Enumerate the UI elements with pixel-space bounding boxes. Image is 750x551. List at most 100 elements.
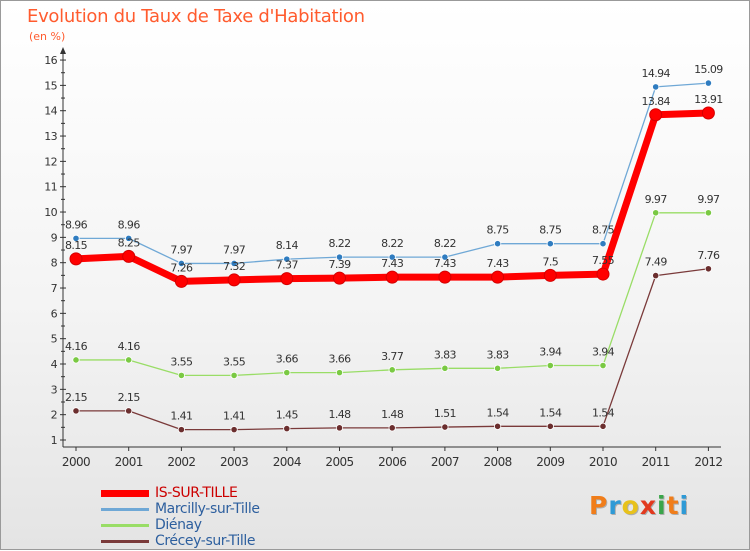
data-point: [333, 271, 346, 285]
data-point: [441, 364, 449, 372]
y-tick-label: 10: [44, 206, 57, 219]
y-tick-label: 12: [44, 155, 57, 168]
x-tick-label: 2012: [694, 455, 722, 469]
legend-swatch: [101, 507, 149, 511]
data-point: [493, 422, 502, 430]
x-tick-label: 2003: [220, 455, 248, 469]
data-label: 7.5: [542, 255, 558, 268]
data-label: 1.41: [223, 410, 245, 423]
data-label: 3.83: [487, 348, 510, 361]
data-point: [493, 364, 502, 372]
data-point: [596, 267, 610, 281]
proxiti-logo: Proxiti: [589, 491, 701, 525]
data-point: [280, 272, 294, 286]
logo-letter: P: [589, 491, 609, 520]
y-tick-label: 11: [44, 181, 57, 194]
data-label: 7.97: [223, 243, 246, 256]
data-label: 8.25: [118, 236, 141, 249]
data-point: [72, 234, 80, 242]
data-label: 1.54: [539, 406, 562, 419]
data-point: [704, 79, 713, 87]
data-label: 7.43: [381, 257, 404, 270]
y-tick-label: 8: [51, 257, 58, 270]
data-label: 7.39: [328, 258, 351, 271]
data-point: [441, 423, 449, 431]
data-label: 1.48: [328, 408, 351, 421]
legend-item: IS-SUR-TILLE: [101, 485, 341, 501]
data-point: [493, 240, 502, 248]
y-tick-label: 7: [51, 282, 58, 295]
y-tick-label: 1: [51, 434, 57, 447]
logo-letter: o: [621, 491, 640, 520]
data-point: [125, 407, 133, 415]
y-tick-label: 9: [51, 231, 58, 244]
data-label: 7.43: [487, 257, 510, 270]
x-tick-label: 2011: [642, 455, 670, 469]
data-point: [283, 425, 291, 433]
data-point: [125, 234, 133, 242]
y-tick-label: 13: [44, 130, 57, 143]
data-label: 13.84: [641, 95, 670, 108]
data-point: [230, 259, 238, 268]
data-label: 15.09: [694, 63, 723, 76]
data-point: [704, 265, 713, 273]
data-label: 8.22: [328, 237, 350, 250]
x-tick-label: 2007: [431, 455, 459, 469]
data-point: [72, 407, 80, 415]
data-label: 1.51: [434, 407, 456, 420]
data-point: [122, 249, 136, 263]
data-point: [546, 240, 554, 248]
data-point: [599, 361, 607, 370]
data-point: [652, 83, 660, 91]
data-label: 3.66: [276, 353, 299, 366]
y-tick-label: 16: [44, 54, 57, 67]
legend-item: Marcilly-sur-Tille: [101, 501, 341, 517]
y-tick-label: 2: [51, 409, 57, 422]
legend-swatch: [101, 539, 149, 543]
data-point: [72, 356, 80, 364]
data-point: [649, 108, 663, 122]
data-label: 7.32: [223, 260, 245, 273]
data-label: 3.83: [434, 348, 457, 361]
data-point: [491, 270, 505, 284]
x-tick-label: 2005: [325, 455, 353, 469]
data-label: 1.41: [170, 410, 192, 423]
data-label: 2.15: [65, 391, 88, 404]
data-label: 14.94: [641, 67, 670, 80]
x-tick-label: 2000: [62, 455, 90, 469]
data-label: 8.75: [592, 224, 615, 237]
data-point: [335, 253, 344, 261]
data-point: [543, 268, 557, 282]
data-point: [230, 371, 238, 380]
legend-item: Diénay: [101, 517, 341, 533]
x-tick-label: 2004: [273, 455, 301, 469]
data-point: [441, 253, 449, 261]
data-label: 4.16: [118, 340, 141, 353]
data-point: [227, 273, 241, 287]
y-tick-label: 5: [51, 333, 58, 346]
legend-item: Crécey-sur-Tille: [101, 533, 341, 549]
y-axis-arrow: [60, 47, 66, 54]
data-label: 3.94: [539, 346, 562, 359]
data-label: 7.97: [170, 243, 193, 256]
data-point: [546, 422, 554, 430]
data-label: 3.55: [170, 355, 193, 368]
data-label: 8.22: [434, 237, 456, 250]
y-tick-label: 6: [51, 307, 58, 320]
data-label: 8.15: [65, 239, 88, 252]
x-tick-label: 2001: [115, 455, 143, 469]
data-label: 7.55: [592, 254, 615, 267]
chart-legend: IS-SUR-TILLE Marcilly-sur-Tille Diénay Créc…: [101, 485, 341, 549]
data-point: [599, 422, 607, 430]
data-label: 8.75: [539, 224, 562, 237]
data-label: 8.96: [118, 218, 141, 231]
logo-letter: i: [679, 491, 690, 520]
data-point: [438, 270, 452, 284]
x-tick-label: 2006: [378, 455, 406, 469]
data-label: 1.54: [487, 406, 510, 419]
data-label: 1.48: [381, 408, 404, 421]
data-point: [701, 106, 715, 120]
data-label: 8.22: [381, 237, 403, 250]
data-label: 1.54: [592, 406, 615, 419]
